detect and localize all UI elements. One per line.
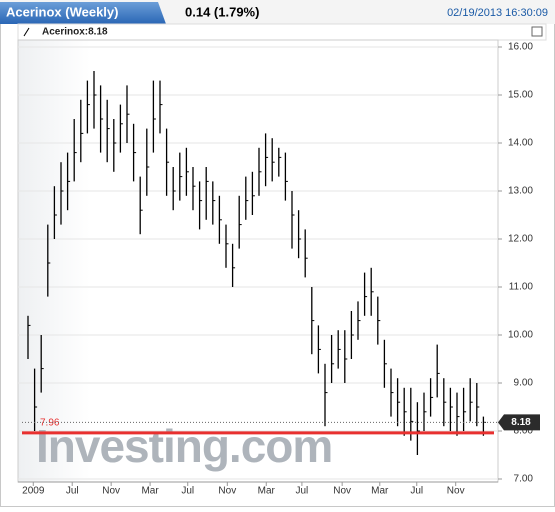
y-tick-label: 13.00 [508, 186, 533, 197]
x-tick-label: Nov [447, 486, 465, 497]
x-tick-label: Mar [258, 486, 276, 497]
legend-entry: Acerinox:8.18 [42, 27, 108, 38]
last-price-box [498, 414, 540, 431]
x-tick-label: Jul [410, 486, 423, 497]
title-tab [0, 2, 166, 24]
last-price-label: 8.18 [511, 417, 531, 428]
x-tick-label: Mar [371, 486, 389, 497]
chart-title: Acerinox (Weekly) [6, 4, 118, 19]
support-label: 7.96 [40, 418, 60, 429]
y-tick-label: 10.00 [508, 330, 533, 341]
x-tick-label: Mar [141, 486, 159, 497]
x-tick-label: Nov [333, 486, 351, 497]
x-tick-label: Jul [296, 486, 309, 497]
watermark: Investing.com [36, 420, 332, 472]
y-tick-label: 11.00 [509, 282, 534, 293]
y-tick-label: 15.00 [508, 90, 533, 101]
timestamp: 02/19/2013 16:30:09 [447, 7, 548, 19]
legend-icon [23, 27, 30, 37]
y-tick-label: 16.00 [508, 42, 533, 53]
y-tick-label: 7.00 [514, 474, 534, 485]
y-tick-label: 14.00 [508, 138, 533, 149]
y-tick-label: 9.00 [514, 378, 534, 389]
plot-area [17, 39, 499, 483]
x-tick-label: Jul [181, 486, 194, 497]
window-icon [531, 26, 543, 37]
x-tick-label: Jul [66, 486, 79, 497]
x-tick-label: 2009 [22, 486, 45, 497]
y-tick-label: 8.00 [514, 426, 534, 437]
x-tick-label: Nov [218, 486, 236, 497]
price-change: 0.14 (1.79%) [185, 4, 259, 19]
y-tick-label: 12.00 [508, 234, 533, 245]
x-tick-label: Nov [102, 486, 120, 497]
